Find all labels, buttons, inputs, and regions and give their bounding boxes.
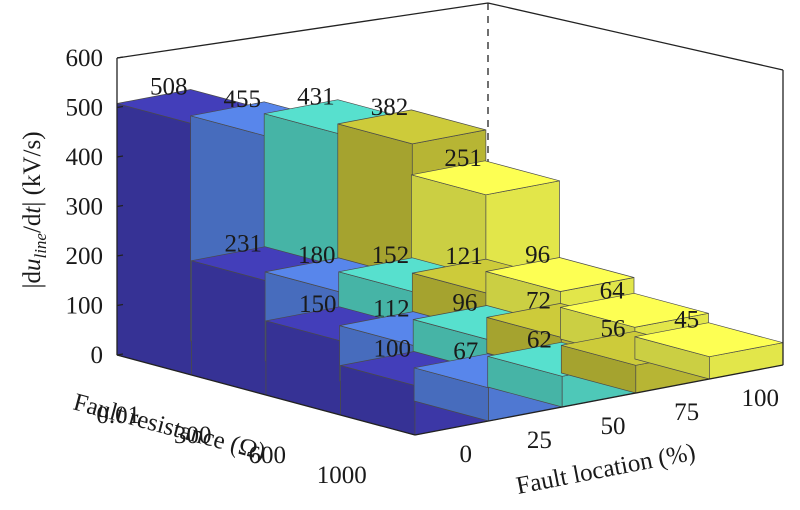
- z-tick-label: 400: [66, 144, 104, 171]
- data-label: 152: [372, 242, 410, 269]
- bar-left-face: [116, 103, 192, 376]
- z-axis-label: |duline/dt| (kV/s): [19, 131, 50, 288]
- data-label: 64: [600, 277, 626, 304]
- floor-left-edge: [116, 354, 416, 436]
- z-tick-mark: [116, 254, 124, 257]
- location-tick-label: 100: [741, 385, 779, 412]
- bar-top-face: [560, 292, 709, 328]
- data-label: 67: [453, 338, 478, 365]
- location-tick-label: 75: [674, 399, 699, 426]
- resistance-tick-label: 1000: [317, 462, 367, 489]
- data-label: 121: [445, 243, 483, 270]
- location-tick-label: 0: [460, 441, 473, 468]
- data-label: 62: [527, 326, 552, 353]
- z-label-part: |d: [19, 271, 46, 289]
- resistance-tick-label: 600: [249, 442, 287, 469]
- data-label: 508: [150, 74, 188, 101]
- data-labels: 508 455 431 382 251 231 180 152 121 96 150 112 96 72 6…: [150, 74, 699, 365]
- data-label: 96: [452, 290, 477, 317]
- bar-r3-l4: [634, 322, 784, 380]
- z-label-part: /d: [19, 213, 46, 233]
- data-label: 251: [444, 145, 482, 172]
- z-tick-mark: [116, 204, 124, 208]
- tick-labels: 0 100 200 300 400 500 600 0.01 300 600 1000 0 25 50 75…: [66, 45, 779, 489]
- z-label-part: | (kV/s): [19, 131, 46, 206]
- floor-right-edge: [414, 364, 784, 436]
- data-label: 180: [298, 242, 336, 269]
- data-label: 72: [526, 287, 551, 314]
- z-tick-label: 100: [66, 293, 104, 320]
- bar-top-face: [485, 257, 635, 292]
- bar-left-face: [191, 260, 267, 396]
- z-tick-label: 200: [66, 243, 104, 270]
- z-label-part: line: [31, 233, 50, 259]
- data-label: 45: [674, 307, 699, 334]
- data-label: 56: [601, 315, 626, 342]
- data-label: 382: [371, 94, 409, 121]
- resistance-tick-label: 0.01: [96, 402, 140, 429]
- bar-top-face: [337, 109, 486, 145]
- z-tick-label: 300: [66, 194, 104, 221]
- z-label-part: t: [19, 206, 46, 214]
- z-tick-label: 600: [66, 45, 104, 72]
- data-label: 231: [224, 231, 262, 258]
- data-label: 100: [373, 336, 411, 363]
- resistance-tick-label: 300: [174, 422, 212, 449]
- location-tick-label: 25: [527, 427, 552, 454]
- bars: [116, 89, 784, 436]
- top-left-edge: [116, 2, 489, 59]
- data-label: 431: [297, 84, 335, 111]
- data-label: 455: [224, 86, 262, 113]
- z-tick-mark: [116, 353, 124, 356]
- data-label: 96: [525, 242, 550, 269]
- bar-top-face: [411, 160, 560, 196]
- location-tick-label: 50: [601, 413, 626, 440]
- z-tick-label: 0: [91, 342, 104, 369]
- z-tick-label: 500: [66, 95, 104, 122]
- z-tick-mark: [116, 303, 124, 307]
- data-label: 112: [373, 296, 410, 323]
- z-tick-mark: [116, 56, 124, 59]
- z-tick-mark: [116, 105, 124, 109]
- z-tick-mark: [116, 155, 124, 158]
- z-label-part: u: [19, 259, 46, 272]
- data-label: 150: [299, 291, 337, 318]
- top-right-edge: [487, 2, 784, 71]
